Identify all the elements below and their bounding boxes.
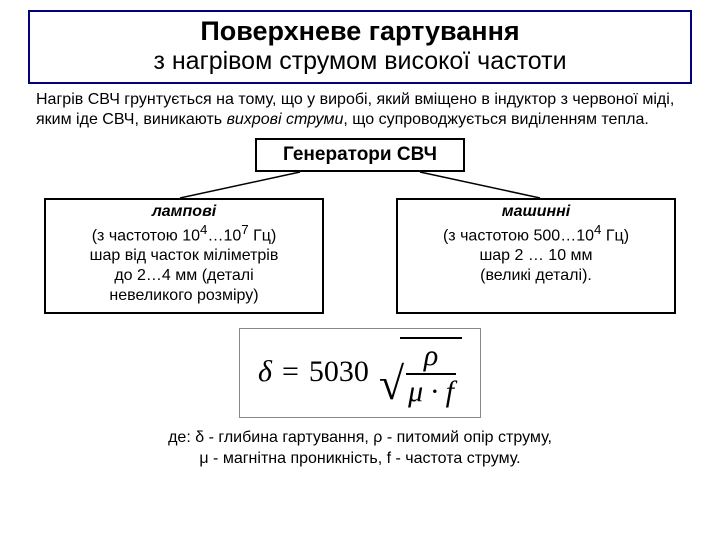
legend: де: δ - глибина гартування, ρ - питомий …	[0, 428, 720, 470]
title-box: Поверхневе гартування з нагрівом струмом…	[28, 10, 692, 84]
sym-eq: =	[282, 355, 299, 389]
radicand: ρ μ · f	[400, 337, 462, 407]
left-line-2: шар від часток міліметрів	[52, 246, 316, 266]
legend-line-1: де: δ - глибина гартування, ρ - питомий …	[0, 428, 720, 449]
left-line-4: невеликого розміру)	[52, 286, 316, 306]
right-line-2: шар 2 … 10 мм	[404, 246, 668, 266]
intro-paragraph: Нагрів СВЧ грунтується на тому, що у вир…	[36, 90, 684, 130]
right-title: машинні	[404, 202, 668, 222]
fraction-denominator: μ · f	[406, 375, 456, 407]
intro-italic: вихрові струми	[227, 111, 344, 128]
formula-container: δ = 5030 √ ρ μ · f	[0, 328, 720, 418]
left-title: лампові	[52, 202, 316, 222]
coef: 5030	[309, 355, 369, 389]
legend-line-2: μ - магнітна проникність, f - частота ст…	[0, 449, 720, 470]
connector-lines	[0, 172, 720, 198]
sqrt: √ ρ μ · f	[379, 337, 462, 407]
sym-delta: δ	[258, 355, 272, 389]
right-line-freq: (з частотою 500…104 Гц)	[404, 222, 668, 246]
right-line-3: (великі деталі).	[404, 266, 668, 286]
generators-box: Генератори СВЧ	[255, 138, 465, 172]
formula-box: δ = 5030 √ ρ μ · f	[239, 328, 481, 418]
title-line1: Поверхневе гартування	[38, 16, 682, 47]
fraction-numerator: ρ	[416, 341, 446, 373]
left-line-3: до 2…4 мм (деталі	[52, 266, 316, 286]
left-box: лампові (з частотою 104…107 Гц) шар від …	[44, 198, 324, 314]
right-box: машинні (з частотою 500…104 Гц) шар 2 … …	[396, 198, 676, 314]
intro-text-2: , що супроводжується виділенням тепла.	[343, 111, 648, 128]
left-line-freq: (з частотою 104…107 Гц)	[52, 222, 316, 246]
title-line2: з нагрівом струмом високої частоти	[38, 47, 682, 76]
subtype-row: лампові (з частотою 104…107 Гц) шар від …	[44, 198, 676, 314]
formula: δ = 5030 √ ρ μ · f	[258, 337, 462, 407]
